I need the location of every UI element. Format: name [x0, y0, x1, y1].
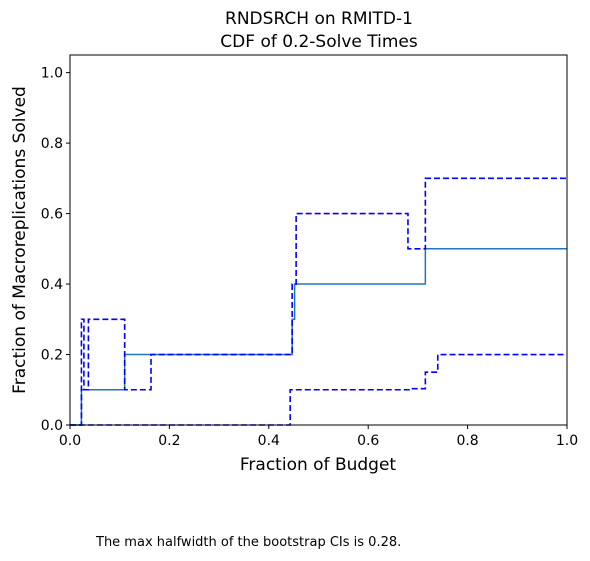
y-tick-label: 0.0 — [41, 418, 63, 434]
series-line-estimate — [70, 248, 567, 426]
x-tick-label: 0.4 — [258, 433, 280, 449]
chart-title: RNDSRCH on RMITD-1 — [225, 9, 413, 29]
y-tick-label: 1.0 — [41, 66, 63, 82]
chart-subtitle: CDF of 0.2-Solve Times — [220, 32, 418, 52]
series-line-lower-bound — [70, 353, 567, 426]
x-tick-label: 0.8 — [456, 433, 478, 449]
series-layer — [70, 177, 567, 426]
y-tick-label: 0.4 — [41, 277, 63, 293]
x-tick-label: 0.0 — [59, 433, 81, 449]
footnote: The max halfwidth of the bootstrap CIs i… — [96, 535, 402, 550]
y-tick-label: 0.6 — [41, 207, 63, 223]
plot-frame — [69, 54, 568, 426]
x-tick-label: 1.0 — [556, 433, 578, 449]
series-line-upper-bound — [70, 177, 567, 426]
y-tick-label: 0.8 — [41, 136, 63, 152]
ticks-layer: 0.0 0.2 0.4 0.6 0.8 1.0 0.0 0.2 0.4 0.6 0.8 1.0 — [41, 66, 578, 449]
y-axis-label: Fraction of Macroreplications Solved — [10, 86, 30, 394]
x-tick-label: 0.6 — [357, 433, 379, 449]
y-tick-label: 0.2 — [41, 348, 63, 364]
x-axis-label: Fraction of Budget — [240, 455, 397, 475]
x-tick-label: 0.2 — [158, 433, 180, 449]
